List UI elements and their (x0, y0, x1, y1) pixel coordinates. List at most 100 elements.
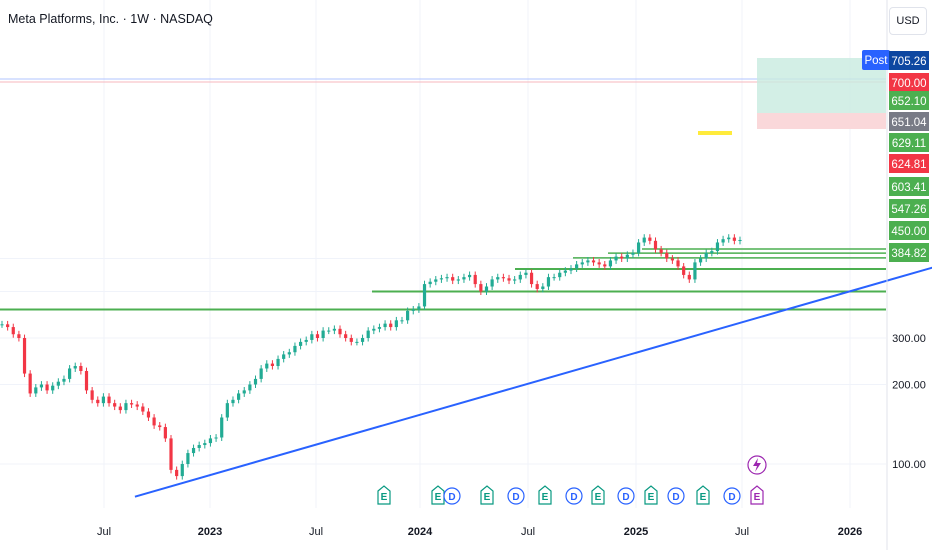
candle (84, 370, 89, 391)
price-tag-value: 705.26 (891, 56, 926, 68)
candle (653, 240, 658, 250)
candle (214, 437, 218, 439)
candle (383, 323, 387, 328)
x-tick-label: Jul (309, 526, 323, 538)
dividend-icon (667, 487, 685, 505)
candle (28, 373, 32, 394)
candle (636, 242, 641, 253)
candle (34, 387, 38, 394)
price-tag (889, 221, 929, 240)
candle (614, 256, 618, 261)
candle (620, 256, 624, 259)
price-tag-value: 700.00 (891, 78, 926, 90)
candle (682, 266, 686, 275)
price-tag-value: 384.82 (891, 248, 926, 260)
candle (462, 277, 466, 280)
candle (642, 237, 646, 243)
candle (45, 384, 49, 391)
candle (608, 260, 613, 267)
candle (467, 274, 472, 278)
event-label: E (435, 492, 442, 503)
candle (338, 328, 342, 335)
earnings-icon (696, 485, 710, 505)
candle (186, 453, 190, 464)
dividend-icon (507, 487, 525, 505)
candle (51, 385, 55, 391)
currency-button[interactable]: USD (889, 7, 927, 35)
candle (513, 279, 517, 281)
candle (631, 252, 635, 255)
candle (445, 277, 449, 279)
candle (411, 309, 415, 311)
dividend-icon (565, 487, 583, 505)
candle (732, 237, 736, 241)
candle (738, 240, 742, 242)
candle (265, 363, 269, 369)
candle (394, 320, 398, 328)
candle (237, 393, 241, 400)
candle (17, 334, 21, 338)
candle (586, 260, 590, 263)
candle (496, 277, 500, 280)
candle (344, 334, 348, 338)
candle (710, 251, 714, 253)
candle (191, 447, 196, 454)
candle (135, 404, 139, 407)
price-tag (889, 177, 929, 196)
candle (670, 258, 674, 261)
candle (400, 320, 404, 322)
price-tag-value: 450.00 (891, 226, 926, 238)
candle (625, 254, 629, 259)
candle (107, 396, 111, 404)
candle (665, 252, 669, 259)
event-label: E (648, 492, 655, 503)
price-tag (889, 51, 929, 70)
candle (208, 438, 213, 444)
candle (552, 277, 556, 279)
price-tag-value: 651.04 (891, 117, 927, 129)
candle (158, 425, 162, 428)
y-tick-label: 100.00 (892, 459, 926, 471)
event-label: E (595, 492, 602, 503)
event-label: E (484, 492, 491, 503)
candle (507, 278, 511, 281)
price-tag (889, 154, 929, 173)
price-tag-value: 603.41 (891, 182, 926, 194)
candle (203, 443, 207, 446)
candle (68, 368, 72, 379)
candle (524, 272, 528, 275)
candle (96, 399, 100, 404)
candle (332, 328, 336, 331)
candle (580, 262, 584, 265)
candle (389, 323, 393, 328)
candle (315, 334, 320, 338)
candle (101, 396, 106, 404)
candle (298, 341, 303, 346)
candle (422, 284, 427, 307)
x-tick-label: 2025 (624, 526, 648, 538)
candle (141, 406, 145, 412)
candle (39, 384, 44, 388)
candle (529, 272, 534, 285)
x-tick-label: Jul (735, 526, 749, 538)
event-label: E (700, 492, 707, 503)
candle (248, 384, 252, 391)
lightning-bolt-icon (753, 458, 761, 472)
x-tick-label: Jul (97, 526, 111, 538)
candle (152, 417, 156, 426)
candle (169, 438, 173, 470)
candle (591, 260, 596, 263)
x-tick-label: 2026 (838, 526, 862, 538)
event-label: E (542, 492, 549, 503)
candle (721, 239, 725, 243)
candle (372, 328, 376, 331)
candle (163, 427, 167, 439)
candle (11, 327, 15, 335)
post-label: Post (864, 55, 888, 67)
dividend-icon (617, 487, 635, 505)
candle (456, 279, 460, 281)
candle (490, 279, 494, 287)
candle (727, 237, 731, 240)
